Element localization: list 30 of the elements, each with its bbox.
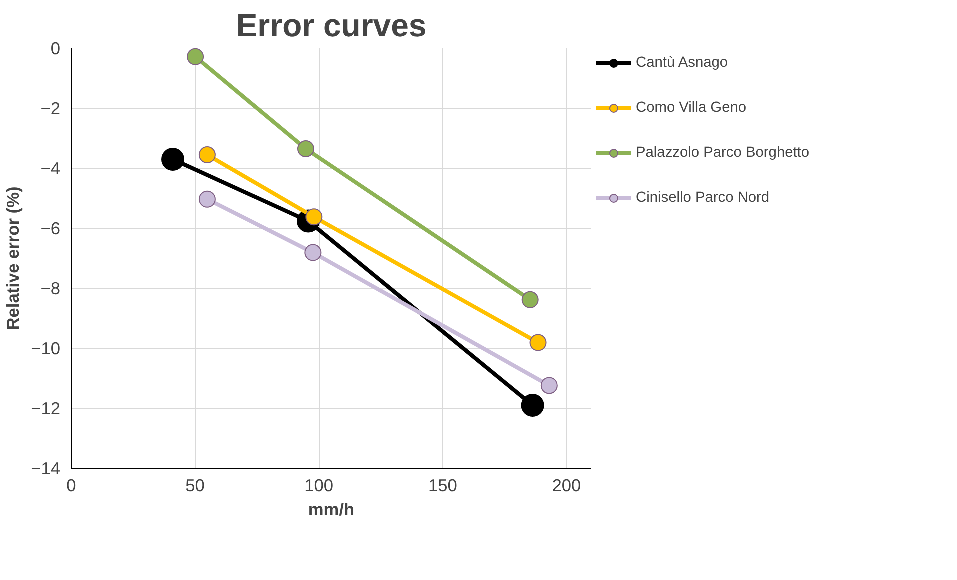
y-tick-label: 0 [50,38,61,58]
y-tick-label: −12 [31,398,61,418]
y-tick-label: −6 [40,218,61,238]
point [522,291,539,308]
legend-label: Cinisello Parco Nord [636,190,770,206]
x-tick-label: 200 [552,476,582,496]
point [162,148,185,171]
point [187,48,204,66]
point [521,394,544,417]
chart-title: Error curves [236,8,427,44]
legend-label: Palazzolo Parco Borghetto [636,145,810,161]
y-tick-label: −10 [31,338,61,358]
point [530,334,547,352]
point [304,244,322,262]
legend-label: Como Villa Geno [636,100,747,116]
point [198,190,216,208]
x-axis-title: mm/h [308,500,355,520]
point [297,140,314,158]
x-tick-label: 150 [428,476,458,496]
y-tick-label: −2 [40,98,61,118]
y-axis-title: Relative error (%) [3,186,24,330]
y-tick-label: −14 [31,458,61,478]
legend-label: Cantù Asnago [636,55,728,71]
x-tick-label: 0 [66,476,76,496]
x-tick-label: 100 [304,476,334,496]
point [198,146,216,164]
y-tick-label: −4 [40,158,61,178]
y-tick-label: −8 [40,278,61,298]
point [540,377,558,394]
x-tick-label: 50 [186,476,205,496]
